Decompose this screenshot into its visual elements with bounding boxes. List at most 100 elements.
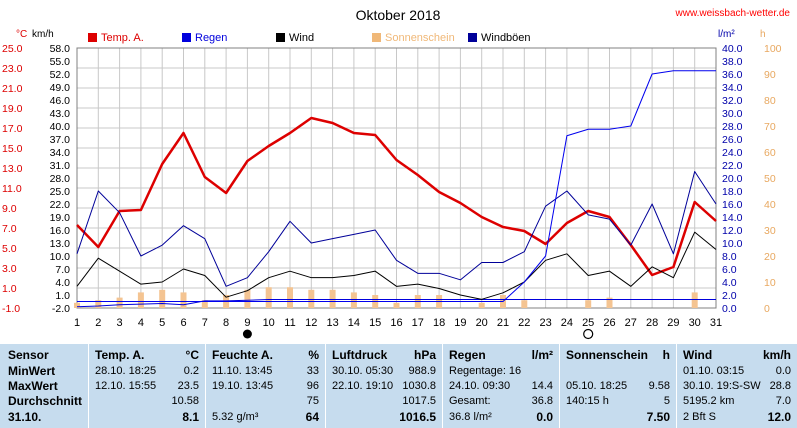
luftdruck-min-time: 30.10. 05:30: [332, 365, 394, 377]
x-tick-label: 13: [326, 317, 338, 329]
wind-tick-label: 52.0: [50, 69, 71, 81]
wind-tick-label: -2.0: [52, 303, 70, 315]
sunshine-bar: [393, 302, 400, 308]
chart-background: [0, 0, 797, 344]
wind-tick-label: 19.0: [50, 212, 71, 224]
temp-unit-label: °C: [16, 29, 27, 40]
sonne-max-value: 9.58: [648, 380, 670, 392]
wind-tick-label: 40.0: [50, 121, 71, 133]
regen-unit: l/m²: [531, 348, 553, 362]
x-tick-label: 9: [244, 317, 250, 329]
rain-tick-label: 22.0: [722, 160, 743, 172]
feuchte-absolute: 5.32 g/m³: [212, 411, 259, 423]
rain-tick-label: 24.0: [722, 147, 743, 159]
temp-tick-label: 19.0: [2, 103, 23, 115]
wind-tick-label: 49.0: [50, 82, 71, 94]
legend-label-sonnenschein: Sonnenschein: [385, 32, 455, 44]
rain-tick-label: 20.0: [722, 173, 743, 185]
sonne-unit: h: [662, 348, 670, 362]
wind-max-value: 28.8: [769, 380, 791, 392]
rain-tick-label: 4.0: [722, 277, 737, 289]
sun-tick-label: 100: [764, 43, 782, 55]
regen-total-value: 36.8: [531, 395, 553, 407]
luftdruck-max-time: 22.10. 19:10: [332, 380, 394, 392]
regen-sum: 36.8 l/m²: [449, 411, 492, 423]
x-tick-label: 25: [582, 317, 594, 329]
series-line-3: [76, 171, 717, 287]
x-tick-label: 17: [412, 317, 424, 329]
x-tick-label: 23: [539, 317, 551, 329]
rain-tick-label: 8.0: [722, 251, 737, 263]
x-tick-label: 22: [518, 317, 530, 329]
wind-tick-label: 10.0: [50, 251, 71, 263]
wind-tick-label: 16.0: [50, 225, 71, 237]
weather-chart: Oktober 2018 www.weissbach-wetter.de °C …: [0, 0, 797, 344]
sunshine-bar: [308, 289, 315, 308]
rain-tick-label: 30.0: [722, 108, 743, 120]
rain-tick-label: 38.0: [722, 56, 743, 68]
rain-tick-label: 18.0: [722, 186, 743, 198]
regen-today-value: 0.0: [536, 410, 553, 424]
sonne-avg-value: 5: [663, 395, 670, 407]
wind-tick-label: 34.0: [50, 147, 71, 159]
sunshine-bar: [95, 300, 102, 308]
row-label-min: MinWert: [8, 364, 56, 378]
wind-avg-value: 7.0: [775, 395, 791, 407]
sun-unit-label: h: [760, 29, 766, 40]
sunshine-bar: [606, 297, 613, 308]
sunshine-bar: [329, 289, 336, 308]
sun-tick-label: 60: [764, 147, 776, 159]
legend-swatch-wind: [276, 33, 285, 42]
sunshine-bar: [74, 302, 80, 308]
x-tick-label: 30: [689, 317, 701, 329]
legend-swatch-temp: [88, 33, 97, 42]
sun-tick-label: 10: [764, 277, 776, 289]
x-tick-label: 14: [348, 317, 360, 329]
series-line-2: [76, 231, 717, 300]
wind-tick-label: 4.0: [55, 277, 70, 289]
temp-tick-label: 23.0: [2, 63, 23, 75]
temp-tick-label: 15.0: [2, 143, 23, 155]
sun-tick-label: 40: [764, 199, 776, 211]
temp-min-time: 28.10. 18:25: [95, 365, 157, 377]
rain-tick-label: 26.0: [722, 134, 743, 146]
col-sensor: Sensor MinWert MaxWert Durchschnitt 31.1…: [0, 344, 88, 428]
x-tick-label: 1: [74, 317, 80, 329]
wind-tick-label: 46.0: [50, 95, 71, 107]
sonne-total: 140:15 h: [566, 395, 609, 407]
sunshine-bar: [265, 287, 272, 308]
sunshine-bar: [244, 289, 251, 308]
legend-item-windboeen: Windböen: [468, 32, 531, 44]
wind-header: Wind: [683, 348, 713, 362]
luftdruck-min-value: 988.9: [408, 365, 436, 377]
feuchte-max-value: 96: [306, 380, 319, 392]
sonne-header: Sonnenschein: [566, 348, 649, 362]
wind-tick-label: 28.0: [50, 173, 71, 185]
temp-tick-label: 13.0: [2, 163, 23, 175]
rain-tick-label: 40.0: [722, 43, 743, 55]
sonne-max-time: 05.10. 18:25: [566, 380, 628, 392]
sun-tick-label: 90: [764, 69, 776, 81]
sunshine-bar: [585, 300, 592, 308]
series-line-4: [77, 70, 716, 302]
x-tick-label: 10: [263, 317, 275, 329]
rain-tick-label: 28.0: [722, 121, 743, 133]
temp-header: Temp. A.: [95, 348, 145, 362]
wind-min-time: 01.10. 03:15: [683, 365, 745, 377]
x-tick-label: 7: [202, 317, 208, 329]
series-line-1: [76, 299, 716, 308]
x-tick-label: 11: [284, 317, 295, 329]
regen-rain-days: Regentage: 16: [449, 365, 522, 377]
col-wind: Wind km/h 01.10. 03:15 0.0 30.10. 19:S-S…: [676, 344, 797, 428]
sunshine-bar: [201, 300, 208, 308]
website-url[interactable]: www.weissbach-wetter.de: [675, 8, 791, 19]
rain-tick-label: 0.0: [722, 303, 737, 315]
rain-tick-label: 6.0: [722, 264, 737, 276]
rain-tick-label: 34.0: [722, 82, 743, 94]
sun-tick-label: 70: [764, 121, 776, 133]
sun-tick-label: 80: [764, 95, 776, 107]
regen-header: Regen: [449, 348, 486, 362]
rain-tick-label: 14.0: [722, 212, 743, 224]
feuchte-header: Feuchte A.: [212, 348, 273, 362]
feuchte-avg-value: 75: [306, 395, 319, 407]
